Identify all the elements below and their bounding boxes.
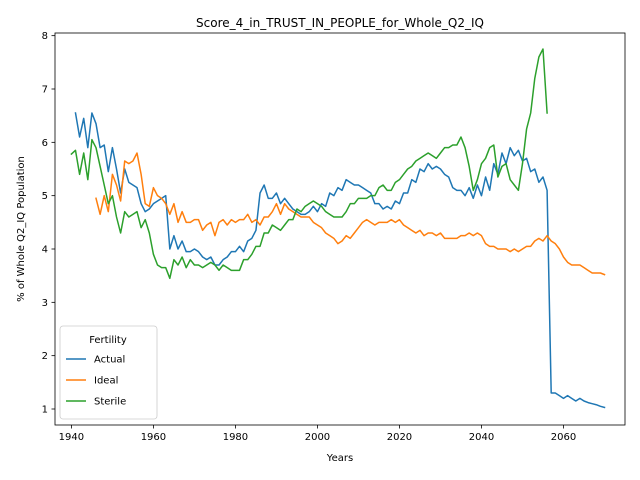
x-tick-label: 1980 — [223, 432, 248, 443]
y-tick-label: 1 — [42, 405, 48, 416]
y-tick-label: 4 — [42, 245, 48, 256]
legend: Fertility Actual Ideal Sterile — [60, 326, 157, 419]
legend-label-sterile: Sterile — [94, 397, 126, 408]
y-tick-label: 5 — [42, 191, 48, 202]
x-tick-label: 2060 — [551, 432, 576, 443]
x-tick-label: 1960 — [141, 432, 166, 443]
legend-label-actual: Actual — [94, 355, 125, 366]
x-tick-label: 2020 — [387, 432, 412, 443]
x-tick-label: 2000 — [305, 432, 330, 443]
y-tick-label: 6 — [42, 138, 48, 149]
y-axis-label: % of Whole Q2_IQ Population — [16, 156, 27, 302]
legend-title: Fertility — [89, 335, 127, 346]
x-tick-label: 2040 — [469, 432, 494, 443]
y-tick-label: 2 — [42, 351, 48, 362]
chart-title: Score_4_in_TRUST_IN_PEOPLE_for_Whole_Q2_… — [196, 16, 484, 30]
legend-label-ideal: Ideal — [94, 376, 118, 387]
x-axis-label: Years — [326, 453, 353, 464]
y-tick-label: 7 — [42, 85, 48, 96]
y-tick-label: 8 — [42, 31, 48, 42]
x-tick-label: 1940 — [59, 432, 84, 443]
y-tick-label: 3 — [42, 298, 48, 309]
